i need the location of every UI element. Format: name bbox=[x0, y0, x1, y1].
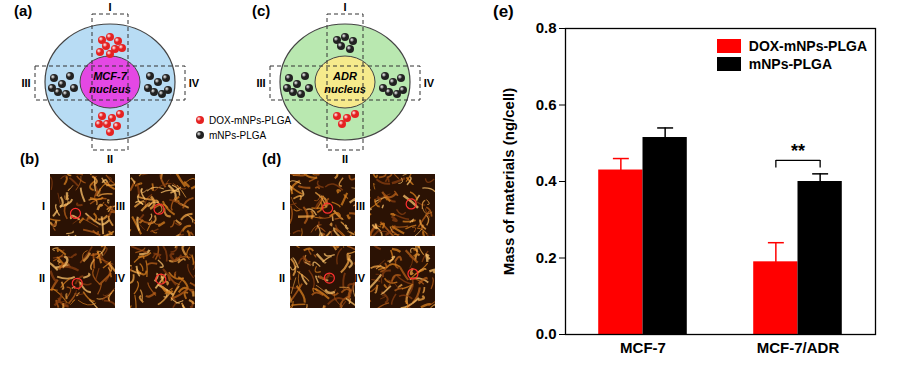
svg-text:IV: IV bbox=[424, 77, 435, 89]
svg-text:I: I bbox=[108, 1, 111, 13]
html-text:(e): (e) bbox=[493, 2, 514, 21]
svg-text:0.6: 0.6 bbox=[536, 96, 557, 113]
svg-text:II: II bbox=[279, 272, 285, 284]
html-text:mNPs-PLGA: mNPs-PLGA bbox=[748, 56, 832, 72]
svg-text:IV: IV bbox=[355, 272, 366, 284]
svg-text:(a): (a) bbox=[14, 2, 32, 19]
svg-text:I: I bbox=[343, 1, 346, 13]
svg-text:IV: IV bbox=[189, 77, 200, 89]
svg-text:II: II bbox=[39, 272, 45, 284]
svg-text:**: ** bbox=[791, 141, 805, 161]
svg-text:0.4: 0.4 bbox=[536, 172, 558, 189]
svg-text:Mass of materials (ng/cell): Mass of materials (ng/cell) bbox=[500, 88, 517, 276]
svg-text:nucleus: nucleus bbox=[324, 83, 366, 95]
svg-text:MCF-7: MCF-7 bbox=[620, 339, 666, 356]
svg-text:MCF-7: MCF-7 bbox=[93, 70, 127, 82]
svg-text:mNPs-PLGA: mNPs-PLGA bbox=[209, 130, 267, 141]
svg-text:ADR: ADR bbox=[332, 70, 357, 82]
svg-text:III: III bbox=[256, 77, 265, 89]
svg-text:0.8: 0.8 bbox=[536, 19, 557, 36]
svg-text:nucleus: nucleus bbox=[89, 83, 131, 95]
svg-text:DOX-mNPs-PLGA: DOX-mNPs-PLGA bbox=[209, 115, 292, 126]
svg-text:I: I bbox=[42, 200, 45, 212]
svg-text:III: III bbox=[116, 200, 125, 212]
svg-text:III: III bbox=[356, 200, 365, 212]
svg-text:III: III bbox=[21, 77, 30, 89]
svg-text:MCF-7/ADR: MCF-7/ADR bbox=[757, 339, 840, 356]
svg-text:II: II bbox=[342, 153, 348, 165]
html-text:DOX-mNPs-PLGA: DOX-mNPs-PLGA bbox=[748, 38, 867, 54]
svg-text:0.0: 0.0 bbox=[536, 325, 557, 342]
svg-text:(c): (c) bbox=[252, 2, 270, 19]
svg-text:0.2: 0.2 bbox=[536, 249, 557, 266]
svg-text:II: II bbox=[107, 153, 113, 165]
svg-text:(d): (d) bbox=[262, 150, 281, 167]
svg-text:(b): (b) bbox=[20, 150, 39, 167]
svg-text:IV: IV bbox=[115, 272, 126, 284]
svg-text:I: I bbox=[282, 200, 285, 212]
